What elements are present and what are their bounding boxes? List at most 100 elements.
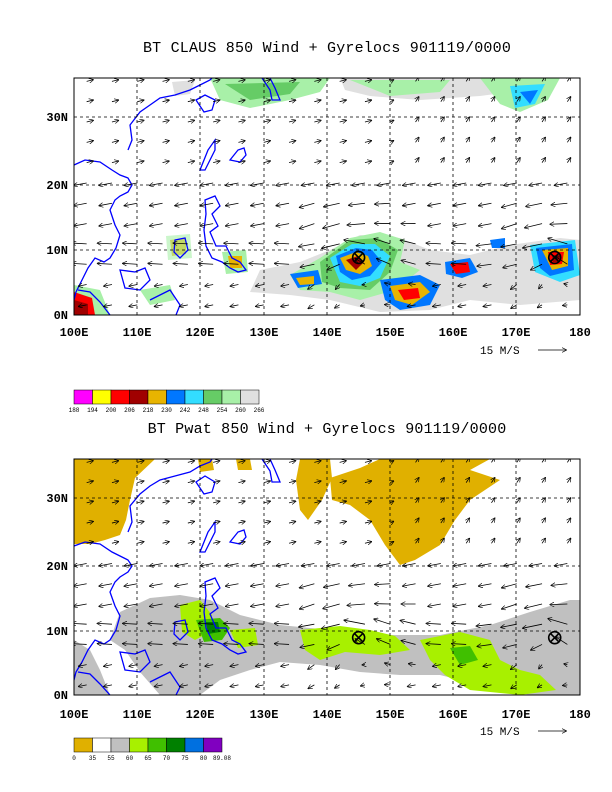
wind-vector: [339, 481, 346, 483]
wind-vector: [511, 685, 517, 689]
wind-vector: [390, 461, 393, 463]
wind-vector: [104, 685, 113, 687]
wind-vector: [213, 521, 219, 523]
wind-vector: [517, 538, 520, 544]
wind-vector: [162, 461, 169, 463]
wind-vector: [483, 665, 492, 667]
wind-vector: [263, 521, 270, 523]
wind-vector: [361, 685, 365, 686]
wind-vector: [137, 542, 143, 544]
colorbar-swatch: [203, 389, 223, 405]
wind-vector: [86, 542, 93, 544]
bottom-lon-label-130e: 130E: [250, 708, 279, 722]
bottom-pwat-shading: [74, 459, 580, 695]
gyre-marker: [351, 630, 366, 645]
wind-vector: [162, 120, 169, 122]
wind-vector: [200, 564, 214, 566]
wind-vector: [466, 138, 469, 143]
wind-vector: [74, 623, 87, 624]
wind-vector: [452, 644, 467, 645]
wind-vector: [213, 80, 219, 82]
wind-vector: [129, 305, 138, 307]
wind-vector: [256, 305, 264, 307]
wind-vector: [86, 120, 93, 122]
wind-vector: [551, 584, 568, 586]
bottom-wind-scale-label: 15 M/S: [480, 727, 520, 739]
wind-vector: [314, 521, 320, 523]
wind-vector: [403, 203, 416, 205]
colorbar-swatch: [147, 737, 167, 753]
wind-vector: [302, 564, 315, 566]
wind-vector: [416, 518, 419, 524]
bottom-lon-label-160e: 160E: [439, 708, 468, 722]
wind-vector: [335, 685, 340, 688]
wind-vector: [173, 243, 188, 244]
top-gridlines: [74, 78, 580, 315]
wind-vector: [479, 584, 492, 586]
wind-vector: [452, 623, 467, 624]
wind-vector: [276, 604, 290, 606]
wind-vector: [155, 285, 163, 287]
wind-vector: [433, 285, 441, 287]
wind-vector: [364, 542, 371, 544]
wind-vector: [74, 564, 87, 566]
wind-vector: [238, 80, 244, 82]
wind-vector: [99, 584, 113, 586]
wind-vector: [364, 521, 371, 523]
wind-vector: [74, 203, 87, 205]
wind-vector: [458, 285, 467, 287]
wind-vector: [74, 263, 87, 264]
bottom-lon-label-100e: 100E: [60, 708, 89, 722]
top-wind-scale-label: 15 M/S: [480, 346, 520, 358]
wind-vector: [314, 481, 320, 483]
wind-vector: [175, 564, 188, 566]
wind-vector: [98, 644, 112, 645]
wind-vector: [491, 518, 494, 524]
wind-vector: [390, 141, 393, 143]
wind-vector: [199, 263, 214, 264]
wind-vector: [281, 305, 290, 307]
wind-vector: [483, 685, 492, 687]
colorbar-label: 55: [107, 755, 115, 762]
top-lat-label-10n: 10N: [46, 244, 68, 258]
wind-vector: [213, 461, 219, 463]
wind-vector: [364, 501, 371, 503]
top-lon-label-100e: 100E: [60, 326, 89, 340]
wind-vector: [224, 263, 239, 264]
wind-vector: [173, 644, 188, 645]
wind-vector: [453, 183, 467, 185]
wind-vector: [314, 542, 320, 544]
wind-vector: [567, 498, 570, 504]
wind-vector: [187, 481, 194, 483]
wind-vector: [441, 138, 444, 143]
wind-vector: [187, 542, 194, 544]
wind-vector: [205, 285, 214, 287]
wind-vector: [155, 685, 163, 687]
wind-vector: [314, 461, 320, 463]
wind-vector: [99, 183, 113, 185]
wind-vector: [187, 141, 194, 143]
wind-vector: [111, 521, 118, 523]
wind-vector: [238, 141, 244, 143]
wind-vector: [364, 141, 371, 143]
wind-vector: [111, 120, 118, 122]
wind-vector: [477, 644, 492, 646]
wind-vector: [276, 224, 290, 226]
top-panel-title: BT CLAUS 850 Wind + Gyrelocs 901119/0000: [142, 40, 512, 57]
wind-vector: [408, 305, 416, 307]
colorbar-label: 80: [200, 755, 208, 762]
wind-vector: [441, 518, 444, 524]
wind-vector: [238, 542, 244, 544]
wind-vector: [200, 224, 214, 226]
wind-vector: [213, 501, 219, 503]
wind-vector: [162, 161, 169, 163]
wind-vector: [251, 584, 264, 586]
wind-vector: [300, 263, 315, 267]
wind-vector: [339, 521, 346, 523]
wind-vector: [347, 604, 365, 605]
bottom-coastlines: [74, 459, 281, 695]
wind-vector: [263, 80, 270, 82]
colorbar-swatch: [221, 389, 241, 405]
wind-vector: [308, 664, 315, 670]
colorbar-label: 75: [181, 755, 189, 762]
